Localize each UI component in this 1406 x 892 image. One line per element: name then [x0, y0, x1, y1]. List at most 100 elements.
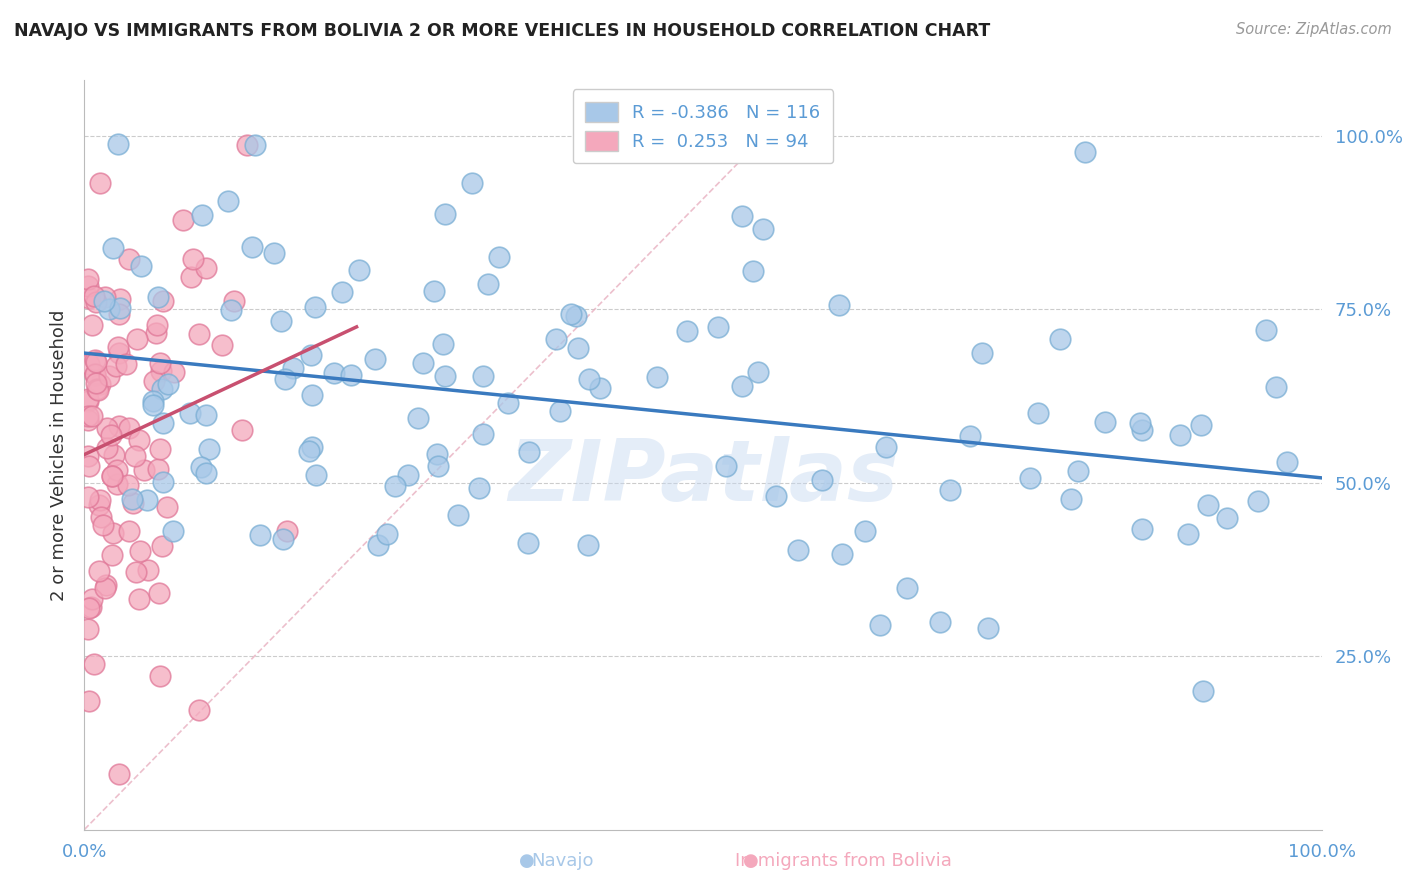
Point — [195, 408, 218, 422]
Point — [468, 481, 491, 495]
Point — [77, 694, 100, 708]
Point — [219, 303, 242, 318]
Point — [298, 444, 321, 458]
Point — [83, 289, 105, 303]
Point — [84, 352, 107, 367]
Point — [129, 260, 152, 274]
Point — [323, 366, 346, 380]
Point — [1254, 323, 1277, 337]
Point — [676, 324, 699, 338]
Point — [108, 346, 131, 360]
Point — [128, 544, 150, 558]
Point — [105, 463, 128, 477]
Text: Source: ZipAtlas.com: Source: ZipAtlas.com — [1236, 22, 1392, 37]
Point — [340, 368, 363, 382]
Point — [367, 538, 389, 552]
Point — [80, 318, 103, 333]
Point — [477, 277, 499, 291]
Point — [127, 332, 149, 346]
Point — [765, 489, 787, 503]
Point — [589, 381, 612, 395]
Point — [349, 262, 371, 277]
Point — [77, 393, 100, 408]
Point — [89, 377, 111, 392]
Point — [152, 293, 174, 308]
Point — [117, 478, 139, 492]
Point — [86, 355, 108, 369]
Point — [565, 310, 588, 324]
Point — [93, 294, 115, 309]
Point — [396, 468, 419, 483]
Point — [146, 290, 169, 304]
Point — [299, 348, 322, 362]
Point — [77, 449, 100, 463]
Point — [742, 264, 765, 278]
Point — [273, 533, 295, 547]
Point — [446, 508, 468, 522]
Point — [194, 466, 217, 480]
Point — [103, 448, 125, 462]
Point — [118, 524, 141, 538]
Point — [472, 426, 495, 441]
Point — [181, 252, 204, 266]
Point — [364, 352, 387, 367]
Point — [187, 327, 209, 342]
Point — [752, 222, 775, 236]
Point — [149, 364, 172, 378]
Point — [517, 536, 540, 550]
Point — [786, 543, 808, 558]
Point — [142, 393, 165, 408]
Point — [330, 285, 353, 300]
Point — [135, 492, 157, 507]
Point — [117, 421, 139, 435]
Point — [384, 479, 406, 493]
Point — [143, 374, 166, 388]
Point — [1215, 511, 1237, 525]
Point — [406, 410, 429, 425]
Point — [707, 320, 730, 334]
Text: Immigrants from Bolivia: Immigrants from Bolivia — [735, 852, 952, 870]
Point — [190, 460, 212, 475]
Point — [145, 326, 167, 341]
Point — [211, 338, 233, 352]
Point — [1060, 492, 1083, 507]
Point — [97, 369, 120, 384]
Point — [412, 356, 434, 370]
Point — [972, 345, 994, 359]
Point — [89, 176, 111, 190]
Point — [121, 491, 143, 506]
Point — [83, 367, 105, 381]
Point — [1129, 417, 1152, 431]
Point — [107, 137, 129, 152]
Point — [80, 600, 103, 615]
Point — [548, 404, 571, 418]
Point — [94, 290, 117, 304]
Point — [150, 539, 173, 553]
Point — [828, 298, 851, 312]
Point — [645, 370, 668, 384]
Point — [929, 615, 952, 629]
Point — [100, 469, 122, 483]
Point — [375, 526, 398, 541]
Point — [150, 383, 173, 397]
Point — [433, 369, 456, 384]
Point — [1067, 464, 1090, 478]
Point — [560, 307, 582, 321]
Point — [1192, 683, 1215, 698]
Point — [567, 341, 589, 355]
Point — [517, 445, 540, 459]
Point — [77, 409, 100, 424]
Point — [89, 493, 111, 508]
Point — [110, 292, 132, 306]
Point — [77, 278, 100, 293]
Point — [96, 578, 118, 592]
Point — [747, 365, 769, 379]
Point — [77, 291, 100, 305]
Point — [1247, 493, 1270, 508]
Point — [91, 518, 114, 533]
Point — [77, 272, 100, 286]
Point — [1197, 498, 1219, 512]
Point — [118, 252, 141, 267]
Point — [83, 657, 105, 671]
Point — [217, 194, 239, 209]
